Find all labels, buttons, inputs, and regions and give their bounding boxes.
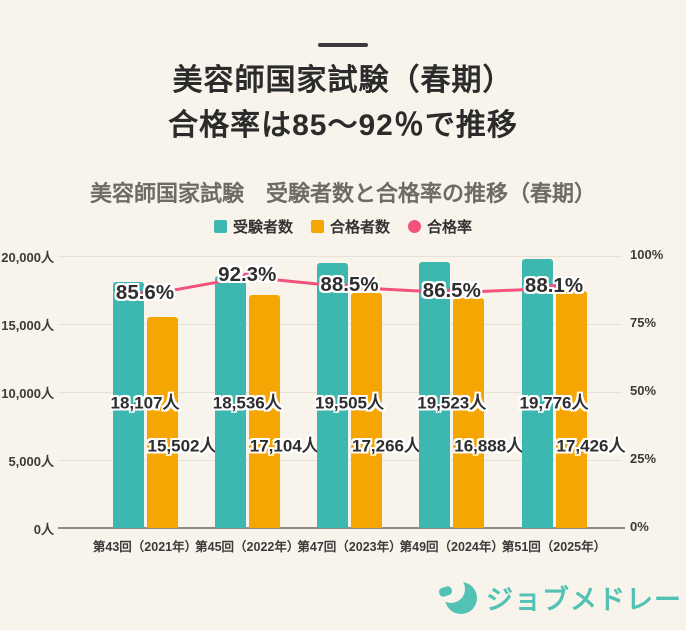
x-axis-tick-label: 第43回（2021年）	[92, 540, 198, 554]
bar-examinees	[317, 262, 348, 528]
pass-rate-label: 85.6%	[115, 281, 175, 305]
pass-rate-swatch-icon	[408, 220, 421, 233]
pass-rate-label: 88.1%	[524, 274, 584, 298]
x-axis-line	[58, 527, 625, 529]
examinees-swatch-icon	[213, 220, 227, 233]
bar-passers	[453, 298, 485, 528]
y2-axis-tick-label: 0%	[630, 519, 649, 534]
logo-text: ジョブメドレー	[486, 584, 682, 615]
y2-axis-tick-label: 25%	[630, 451, 657, 466]
passers-swatch-icon	[310, 220, 324, 233]
page-title-line2: 合格率は85～92％で推移	[168, 109, 518, 142]
legend-item-pass-rate: 合格率	[408, 216, 472, 237]
bar-value-label-examinees: 18,107人	[110, 393, 180, 413]
bar-examinees	[214, 275, 246, 528]
gridline	[58, 255, 622, 257]
legend-item-passers: 合格者数	[310, 216, 390, 237]
bar-value-label-passers: 17,266人	[352, 436, 421, 456]
bar-examinees	[112, 281, 144, 528]
bar-value-label-passers: 16,888人	[454, 436, 524, 456]
page-title: 美容師国家試験（春期） 合格率は85～92％で推移	[0, 58, 686, 148]
y-axis-tick-label: 0人	[33, 522, 54, 537]
bar-examinees	[521, 259, 553, 528]
x-axis-tick-label: 第47回（2023年）	[297, 540, 402, 554]
pass-rate-label: 88.5%	[320, 273, 379, 297]
y-axis-tick-label: 5,000人	[8, 454, 54, 469]
y2-axis-tick-label: 100%	[630, 247, 664, 262]
bar-passers	[351, 293, 382, 528]
y-axis-tick-label: 15,000人	[1, 318, 54, 333]
bar-value-label-examinees: 19,776人	[519, 393, 589, 413]
jobmedley-logo: ジョブメドレー	[436, 577, 682, 617]
x-axis-tick-label: 第51回（2025年）	[501, 540, 607, 554]
y-axis-tick-label: 20,000人	[1, 250, 54, 265]
chart-legend: 受験者数 合格者数 合格率	[0, 216, 686, 237]
bar-value-label-examinees: 18,536人	[212, 393, 282, 413]
bar-value-label-passers: 17,426人	[556, 436, 626, 456]
bar-examinees	[419, 262, 451, 528]
legend-label-pass-rate: 合格率	[427, 219, 473, 236]
bar-value-label-examinees: 19,523人	[417, 393, 487, 413]
x-axis-tick-label: 第45回（2022年）	[195, 540, 300, 554]
y2-axis-tick-label: 75%	[630, 315, 657, 330]
bar-passers	[555, 291, 587, 528]
x-axis-tick-label: 第49回（2024年）	[399, 540, 504, 554]
pass-rate-label: 86.5%	[422, 278, 481, 302]
bar-passers	[146, 317, 178, 528]
y2-axis-tick-label: 50%	[630, 383, 657, 398]
y-axis-tick-label: 10,000人	[1, 386, 54, 401]
legend-label-examinees: 受験者数	[232, 219, 293, 236]
legend-item-examinees: 受験者数	[213, 216, 293, 237]
bar-passers	[248, 295, 280, 528]
title-divider-dash	[318, 43, 368, 47]
crescent-logo-icon	[437, 577, 477, 614]
page-title-line1: 美容師国家試験（春期）	[172, 64, 514, 97]
bar-value-label-passers: 15,502人	[147, 436, 217, 456]
legend-label-passers: 合格者数	[329, 219, 390, 236]
bar-value-label-examinees: 19,505人	[315, 393, 384, 413]
chart-title: 美容師国家試験 受験者数と合格率の推移（春期）	[89, 181, 596, 206]
pass-rate-label: 92.3%	[218, 262, 277, 286]
bar-value-label-passers: 17,104人	[249, 436, 319, 456]
